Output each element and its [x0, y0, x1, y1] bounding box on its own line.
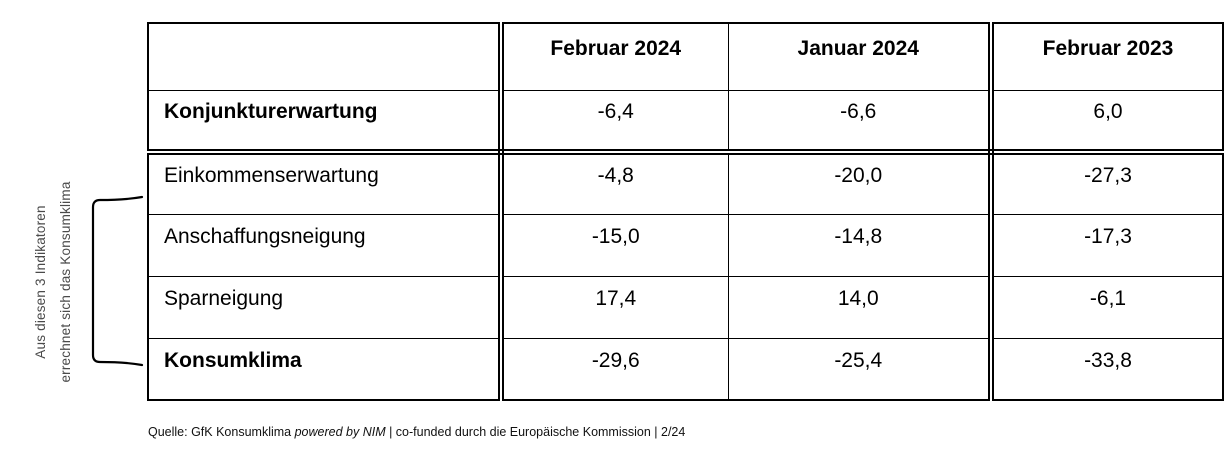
table-header-row: Februar 2024 Januar 2024 Februar 2023: [147, 22, 1224, 91]
cell-value: -6,6: [727, 89, 994, 155]
row-label: Konjunkturerwartung: [147, 89, 504, 155]
cell-value: -27,3: [990, 151, 1224, 215]
side-note-line-2: errechnet sich das Konsumklima: [58, 181, 73, 383]
cell-value: 17,4: [500, 275, 729, 339]
table-row-einkommenserwartung: Einkommenserwartung -4,8 -20,0 -27,3: [147, 151, 1224, 215]
table-row-anschaffungsneigung: Anschaffungsneigung -15,0 -14,8 -17,3: [147, 213, 1224, 277]
table-row-sparneigung: Sparneigung 17,4 14,0 -6,1: [147, 275, 1224, 339]
cell-value: -29,6: [500, 337, 729, 401]
header-cell-februar-2024: Februar 2024: [500, 22, 729, 91]
cell-value: -33,8: [990, 337, 1224, 401]
row-label: Konsumklima: [147, 337, 504, 401]
source-suffix: | co-funded durch die Europäische Kommis…: [385, 425, 686, 439]
cell-value: -15,0: [500, 213, 729, 277]
cell-value: -6,4: [500, 89, 729, 155]
header-cell-empty: [147, 22, 504, 91]
side-note-line-1: Aus diesen 3 Indikatoren: [33, 205, 48, 359]
cell-value: 14,0: [727, 275, 994, 339]
cell-value: -4,8: [500, 151, 729, 215]
bracket: [91, 195, 144, 367]
header-cell-januar-2024: Januar 2024: [727, 22, 994, 91]
cell-value: -25,4: [727, 337, 994, 401]
table-row-konsumklima: Konsumklima -29,6 -25,4 -33,8: [147, 337, 1224, 401]
row-label: Einkommenserwartung: [147, 151, 504, 215]
source-prefix: Quelle: GfK Konsumklima: [148, 425, 295, 439]
header-cell-februar-2023: Februar 2023: [990, 22, 1224, 91]
cell-value: -20,0: [727, 151, 994, 215]
row-label: Sparneigung: [147, 275, 504, 339]
cell-value: -6,1: [990, 275, 1224, 339]
source-powered-by: powered by NIM: [294, 425, 386, 439]
source-line: Quelle: GfK Konsumklima powered by NIM |…: [148, 425, 685, 439]
row-label: Anschaffungsneigung: [147, 213, 504, 277]
cell-value: -17,3: [990, 213, 1224, 277]
cell-value: -14,8: [727, 213, 994, 277]
konsumklima-table: Februar 2024 Januar 2024 Februar 2023 Ko…: [147, 22, 1224, 401]
cell-value: 6,0: [990, 89, 1224, 155]
table-row-konjunkturerwartung: Konjunkturerwartung -6,4 -6,6 6,0: [147, 89, 1224, 155]
side-note: Aus diesen 3 Indikatoren errechnet sich …: [28, 122, 80, 442]
